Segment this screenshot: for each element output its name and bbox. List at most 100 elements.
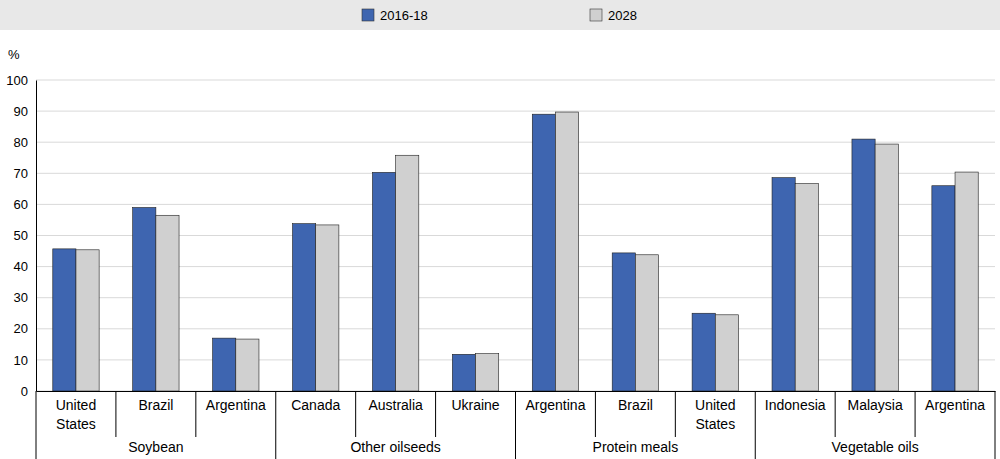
x-tick-label: UnitedStates — [695, 397, 735, 432]
x-tick-label: Canada — [291, 397, 340, 413]
grid-line — [36, 173, 995, 174]
x-tick: Canada — [291, 391, 340, 413]
bar — [293, 224, 316, 391]
bar — [932, 186, 955, 391]
grid — [36, 80, 995, 391]
y-tick: 80 — [14, 135, 36, 150]
bar — [555, 112, 578, 391]
bar — [955, 172, 978, 391]
legend-label: 2028 — [608, 8, 637, 23]
category-separator — [595, 391, 596, 437]
y-tick-label: 70 — [14, 166, 28, 181]
bar — [635, 255, 658, 391]
y-axis: 0 10 20 30 40 50 60 70 80 90 100 — [6, 73, 36, 399]
category-separator — [115, 391, 116, 437]
category-separator — [355, 391, 356, 437]
y-axis-title: % — [8, 47, 20, 62]
category-separators — [36, 391, 995, 459]
group-labels: Soybean Other oilseeds Protein meals Vegeta… — [128, 439, 918, 455]
y-tick: 100 — [6, 73, 36, 88]
y-tick: 20 — [14, 321, 36, 336]
legend-background — [0, 0, 1000, 30]
bar — [372, 172, 395, 391]
grid-line — [36, 235, 995, 236]
chart: 2016-18 2028% 0 10 20 30 40 50 60 70 80 90 100 United… — [0, 0, 1000, 459]
group-separator — [275, 391, 276, 459]
category-separator — [435, 391, 436, 437]
grid-line — [36, 142, 995, 143]
y-tick: 30 — [14, 290, 36, 305]
x-tick: Indonesia — [765, 391, 826, 413]
category-separator — [195, 391, 196, 437]
bar — [532, 114, 555, 391]
x-tick-label: Argentina — [925, 397, 985, 413]
x-tick: Argentina — [925, 391, 985, 413]
group-separator — [755, 391, 756, 459]
group-label: Other oilseeds — [350, 439, 440, 455]
bar — [156, 215, 179, 391]
y-tick-label: 80 — [14, 135, 28, 150]
x-tick-label: Brazil — [138, 397, 173, 413]
grid-line — [36, 328, 995, 329]
x-tick-label: Argentina — [525, 397, 585, 413]
y-tick: 60 — [14, 197, 36, 212]
bar — [76, 250, 99, 391]
y-tick-label: 10 — [14, 353, 28, 368]
bar — [875, 144, 898, 391]
group-label: Vegetable oils — [832, 439, 919, 455]
grid-line — [36, 80, 995, 81]
bar — [795, 184, 818, 391]
category-separator — [835, 391, 836, 437]
bar — [692, 313, 715, 391]
bar — [452, 354, 475, 391]
y-tick-label: 40 — [14, 259, 28, 274]
bar — [396, 155, 419, 391]
y-tick: 40 — [14, 259, 36, 274]
y-tick-label: 60 — [14, 197, 28, 212]
group-label: Soybean — [128, 439, 183, 455]
category-separator — [915, 391, 916, 437]
x-tick-label: Malaysia — [848, 397, 903, 413]
bar — [316, 225, 339, 391]
x-tick-label: Brazil — [618, 397, 653, 413]
y-tick-label: 90 — [14, 104, 28, 119]
x-tick-label: Ukraine — [451, 397, 499, 413]
y-tick: 50 — [14, 228, 36, 243]
y-tick-label: 30 — [14, 290, 28, 305]
group-label: Protein meals — [593, 439, 679, 455]
x-tick: Argentina — [206, 391, 266, 413]
y-tick: 10 — [14, 353, 36, 368]
legend-swatch — [590, 9, 602, 21]
y-tick: 90 — [14, 104, 36, 119]
group-separator — [515, 391, 516, 459]
x-tick: Malaysia — [848, 391, 903, 413]
bar — [612, 253, 635, 391]
grid-line — [36, 111, 995, 112]
grid-line — [36, 204, 995, 205]
y-axis-line — [36, 81, 37, 392]
x-tick-label: UnitedStates — [56, 397, 96, 432]
x-tick-label: Indonesia — [765, 397, 826, 413]
x-tick: Australia — [368, 391, 423, 413]
x-tick: Argentina — [525, 391, 585, 413]
bar — [852, 139, 875, 391]
x-tick: Brazil — [138, 391, 173, 413]
legend-swatch — [362, 9, 374, 21]
x-tick: UnitedStates — [695, 391, 735, 432]
y-tick: 0 — [21, 384, 36, 399]
grid-line — [36, 266, 995, 267]
group-separator — [995, 391, 996, 459]
bar — [476, 354, 499, 391]
bar — [53, 249, 76, 391]
group-separator — [36, 391, 37, 459]
y-tick: 70 — [14, 166, 36, 181]
bars — [53, 112, 978, 391]
y-tick-label: 20 — [14, 321, 28, 336]
bar — [213, 338, 236, 391]
legend: 2016-18 2028 — [0, 0, 1000, 30]
bar — [715, 315, 738, 391]
legend-label: 2016-18 — [380, 8, 428, 23]
y-tick-label: 0 — [21, 384, 28, 399]
bar — [772, 178, 795, 391]
bar — [133, 208, 156, 391]
